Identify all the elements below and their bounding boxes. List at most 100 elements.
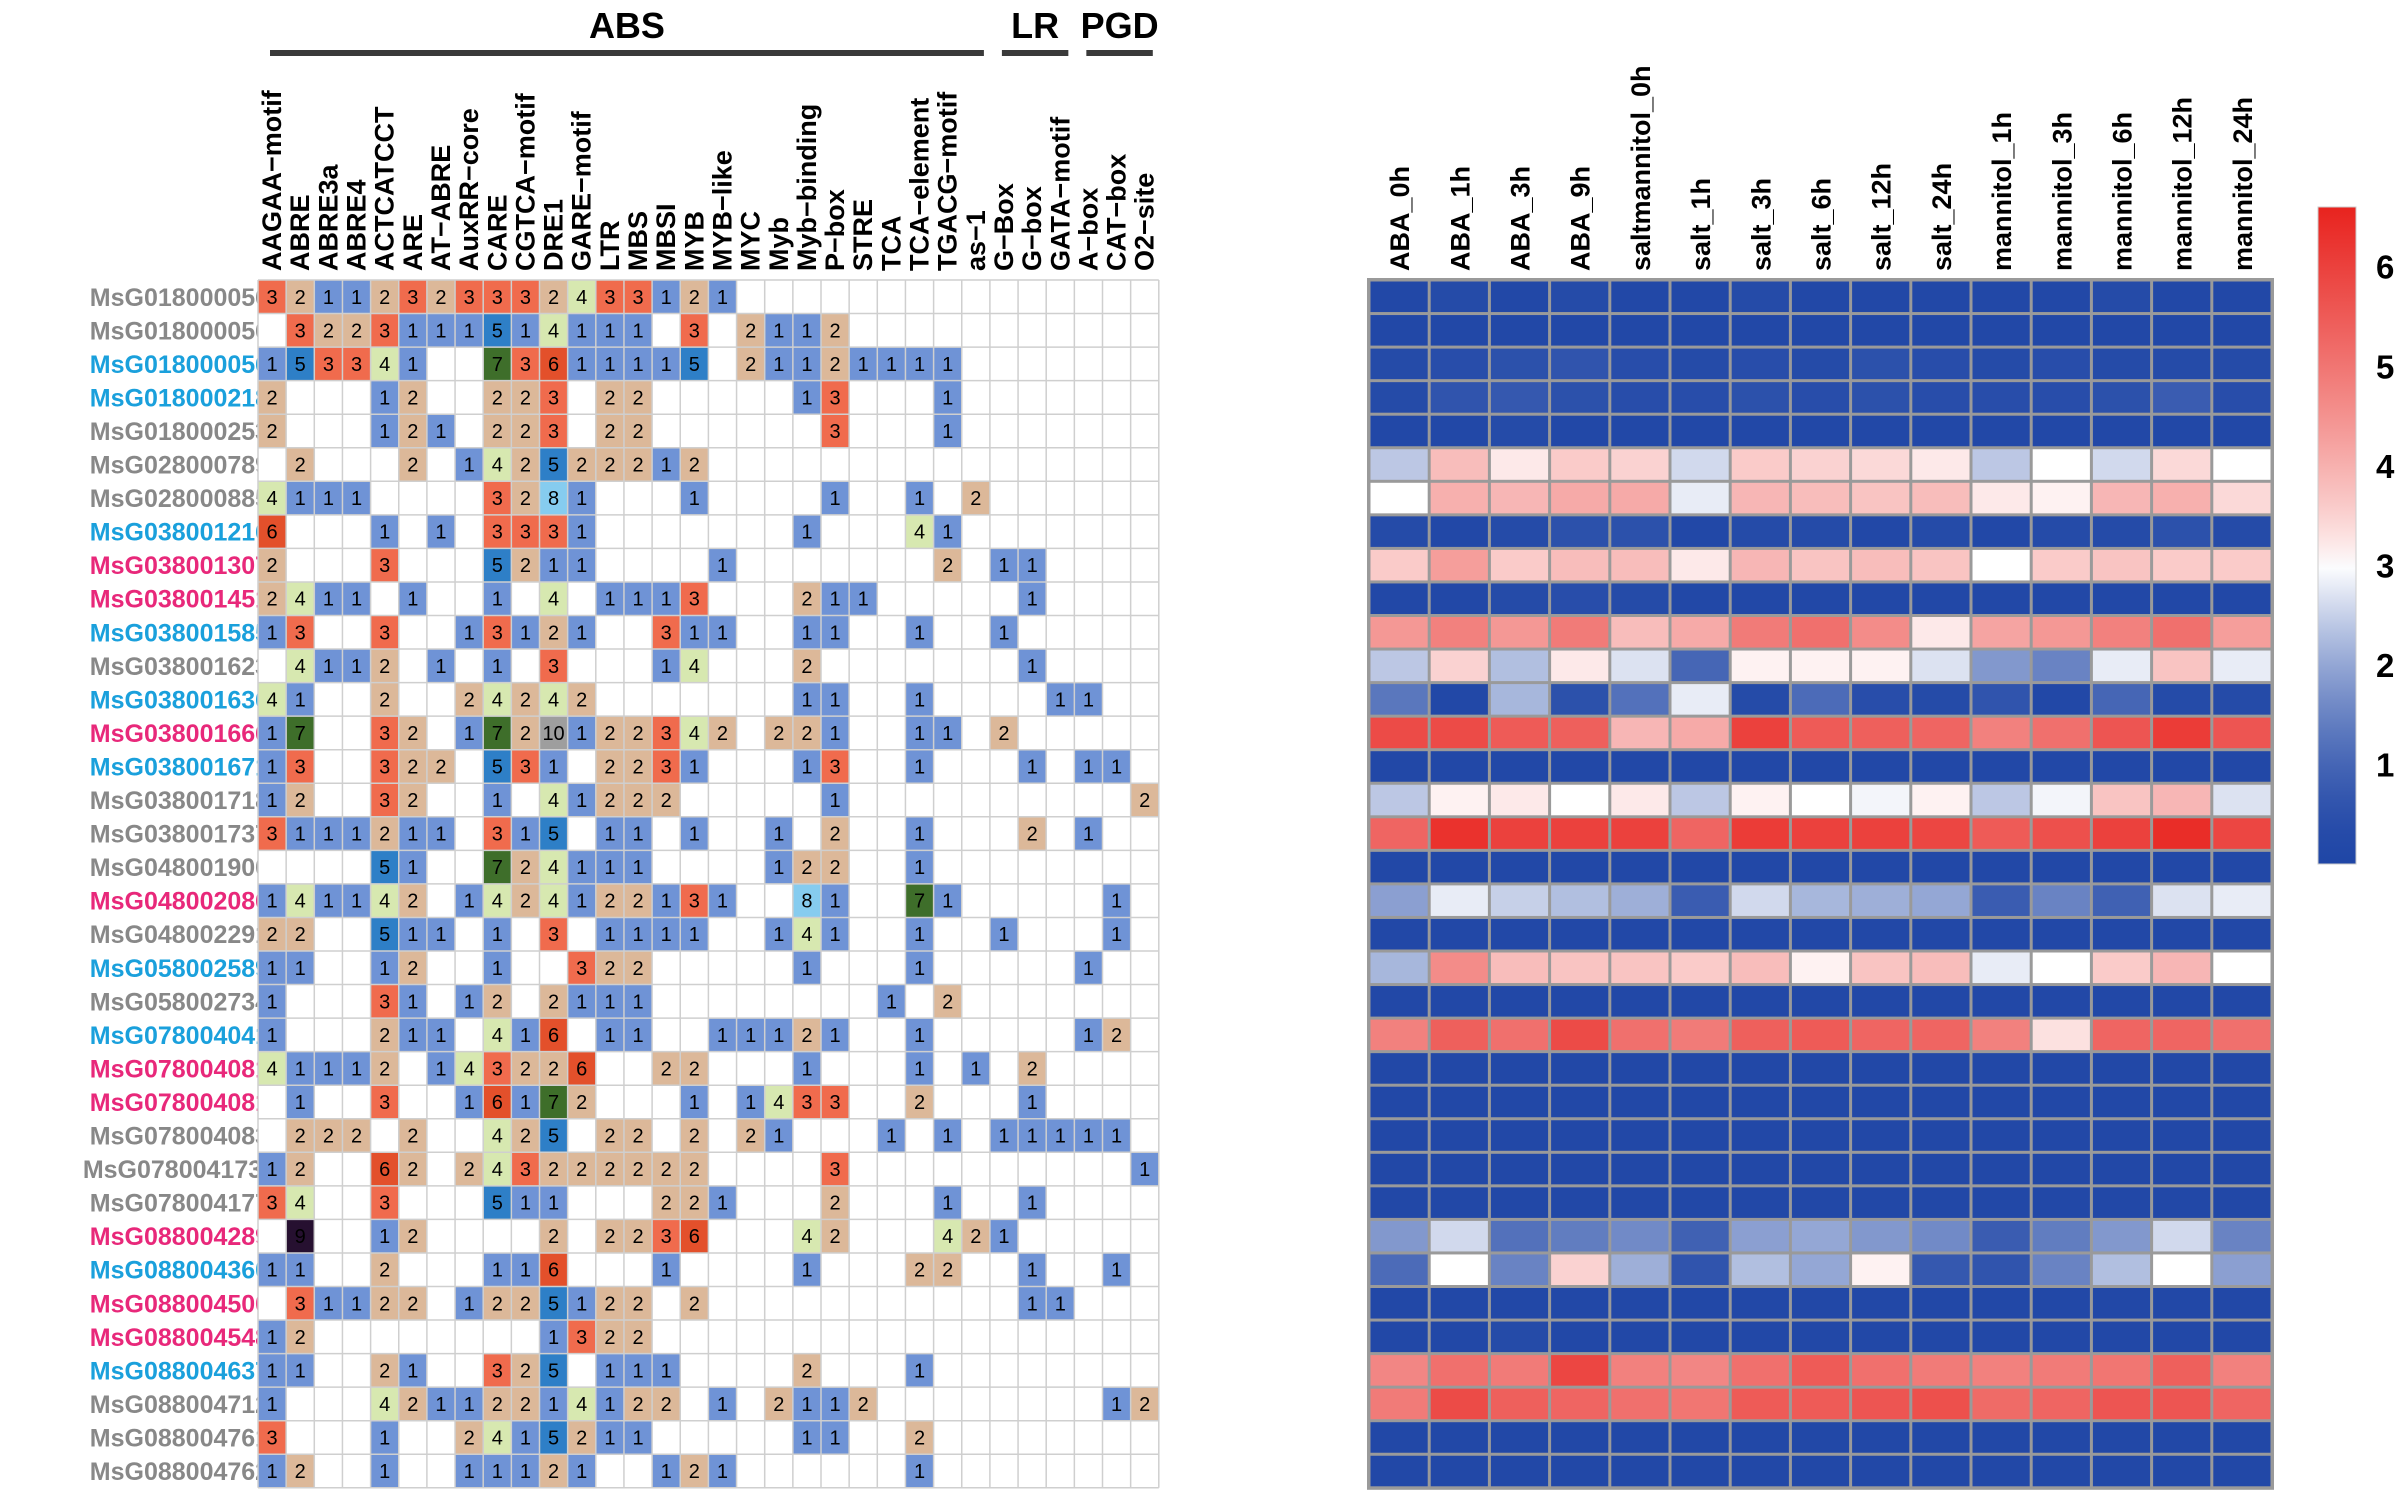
- gene-labels: MsG0180000563MsG0180000564MsG0180000565M…: [83, 284, 283, 1486]
- expression-cell: [1671, 885, 1729, 916]
- expression-cell: [1370, 851, 1428, 883]
- expression-cell: [1731, 315, 1789, 346]
- expression-cell: [2032, 1019, 2090, 1051]
- motif-count-cell: [539, 481, 568, 515]
- motif-count-label: 2: [379, 287, 390, 309]
- motif-count-label: 1: [914, 354, 925, 376]
- expression-cell: [2032, 415, 2090, 447]
- motif-count-cell: [1018, 1252, 1047, 1287]
- expression-cell: [1852, 1321, 1910, 1353]
- expression-cell: [1671, 1321, 1729, 1353]
- motif-count-cell: [455, 1420, 484, 1455]
- motif-count-cell: [821, 783, 850, 817]
- expression-cell: [1912, 1254, 1970, 1285]
- motif-count-label: 1: [830, 689, 841, 711]
- motif-count-label: 1: [576, 555, 587, 577]
- motif-count-cell: [764, 1018, 793, 1052]
- motif-count-label: 1: [351, 488, 362, 510]
- expression-cell: [1852, 684, 1910, 715]
- expression-cell: [1912, 281, 1970, 313]
- motif-count-cell: [623, 716, 653, 750]
- expression-cell: [1972, 1288, 2030, 1319]
- expression-cell: [1671, 1388, 1729, 1420]
- expression-cell: [1731, 281, 1789, 313]
- condition-column-label: ABA_0h: [1385, 166, 1415, 271]
- expression-cell: [1912, 650, 1970, 682]
- expression-cell: [1912, 1321, 1970, 1353]
- expression-cell: [1852, 650, 1910, 682]
- expression-cell: [2092, 315, 2151, 346]
- motif-count-cell: [314, 1118, 343, 1153]
- expression-cell: [1791, 1120, 1850, 1151]
- motif-count-label: 2: [604, 1126, 615, 1148]
- motif-count-label: 2: [520, 1293, 531, 1315]
- expression-cell: [2213, 1086, 2271, 1118]
- motif-count-label: 3: [689, 891, 700, 913]
- motif-column-label: GARE−motif: [567, 110, 597, 271]
- motif-count-cell: [370, 1018, 399, 1052]
- motif-count-label: 1: [914, 924, 925, 946]
- motif-count-cell: [652, 1051, 681, 1086]
- motif-count-cell: [398, 850, 427, 884]
- motif-count-cell: [483, 280, 512, 314]
- expression-cell: [1671, 1254, 1729, 1285]
- gene-label: MsG0380017376: [90, 821, 283, 849]
- expression-cell: [1671, 449, 1729, 480]
- motif-count-cell: [511, 1152, 540, 1186]
- expression-cell: [2213, 382, 2271, 413]
- motif-count-cell: [426, 816, 456, 851]
- motif-count-cell: [792, 1252, 821, 1287]
- motif-count-cell: [370, 1085, 399, 1119]
- expression-cell: [2153, 1288, 2211, 1319]
- legend-tick-label: 2: [2376, 647, 2394, 684]
- motif-count-label: 2: [520, 1058, 531, 1080]
- motif-count-label: 1: [464, 1293, 475, 1315]
- motif-count-label: 1: [1027, 656, 1038, 678]
- expression-cell: [1731, 449, 1789, 480]
- motif-count-label: 2: [295, 1327, 306, 1349]
- motif-count-label: 3: [379, 756, 390, 778]
- motif-count-label: 1: [464, 991, 475, 1013]
- expression-cell: [1791, 1321, 1850, 1353]
- expression-cell: [1791, 1053, 1850, 1084]
- gene-label: MsG0880043607: [90, 1257, 283, 1285]
- motif-count-label: 1: [464, 1092, 475, 1114]
- legend-tick-label: 5: [2376, 348, 2394, 385]
- motif-count-label: 2: [858, 1394, 869, 1416]
- motif-count-label: 1: [407, 1025, 418, 1047]
- motif-count-cell: [370, 716, 399, 750]
- motif-count-cell: [286, 1051, 315, 1086]
- motif-count-label: 1: [998, 1126, 1009, 1148]
- expression-cell: [1791, 315, 1850, 346]
- motif-count-cell: [905, 816, 934, 851]
- expression-cell: [2092, 717, 2151, 749]
- motif-count-cell: [342, 280, 371, 314]
- expression-cell: [1370, 1455, 1428, 1487]
- motif-count-label: 1: [576, 622, 587, 644]
- expression-cell: [1912, 751, 1970, 782]
- expression-cell: [2032, 1422, 2090, 1453]
- motif-count-cell: [511, 1387, 540, 1421]
- motif-count-cell: [286, 1152, 315, 1186]
- expression-cell: [1611, 1355, 1669, 1386]
- motif-count-label: 2: [661, 1159, 672, 1181]
- motif-count-cell: [595, 816, 624, 851]
- gene-label: MsG0180002180: [90, 384, 283, 412]
- expression-cell: [1912, 449, 1970, 480]
- motif-count-label: 1: [830, 488, 841, 510]
- expression-cell: [1912, 1187, 1970, 1218]
- group-bar-lr: [1001, 50, 1069, 56]
- motif-count-label: 2: [576, 1159, 587, 1181]
- motif-count-label: 1: [604, 857, 615, 879]
- motif-count-cell: [539, 1085, 568, 1119]
- motif-count-cell: [342, 347, 371, 381]
- motif-count-cell: [708, 716, 737, 750]
- motif-count-cell: [877, 984, 906, 1019]
- expression-cell: [1912, 885, 1970, 916]
- motif-count-label: 3: [604, 287, 615, 309]
- expression-cell: [1671, 851, 1729, 883]
- expression-cell: [1731, 1019, 1789, 1051]
- expression-cell: [2092, 1187, 2151, 1218]
- motif-count-cell: [258, 716, 287, 750]
- motif-count-cell: [905, 883, 934, 918]
